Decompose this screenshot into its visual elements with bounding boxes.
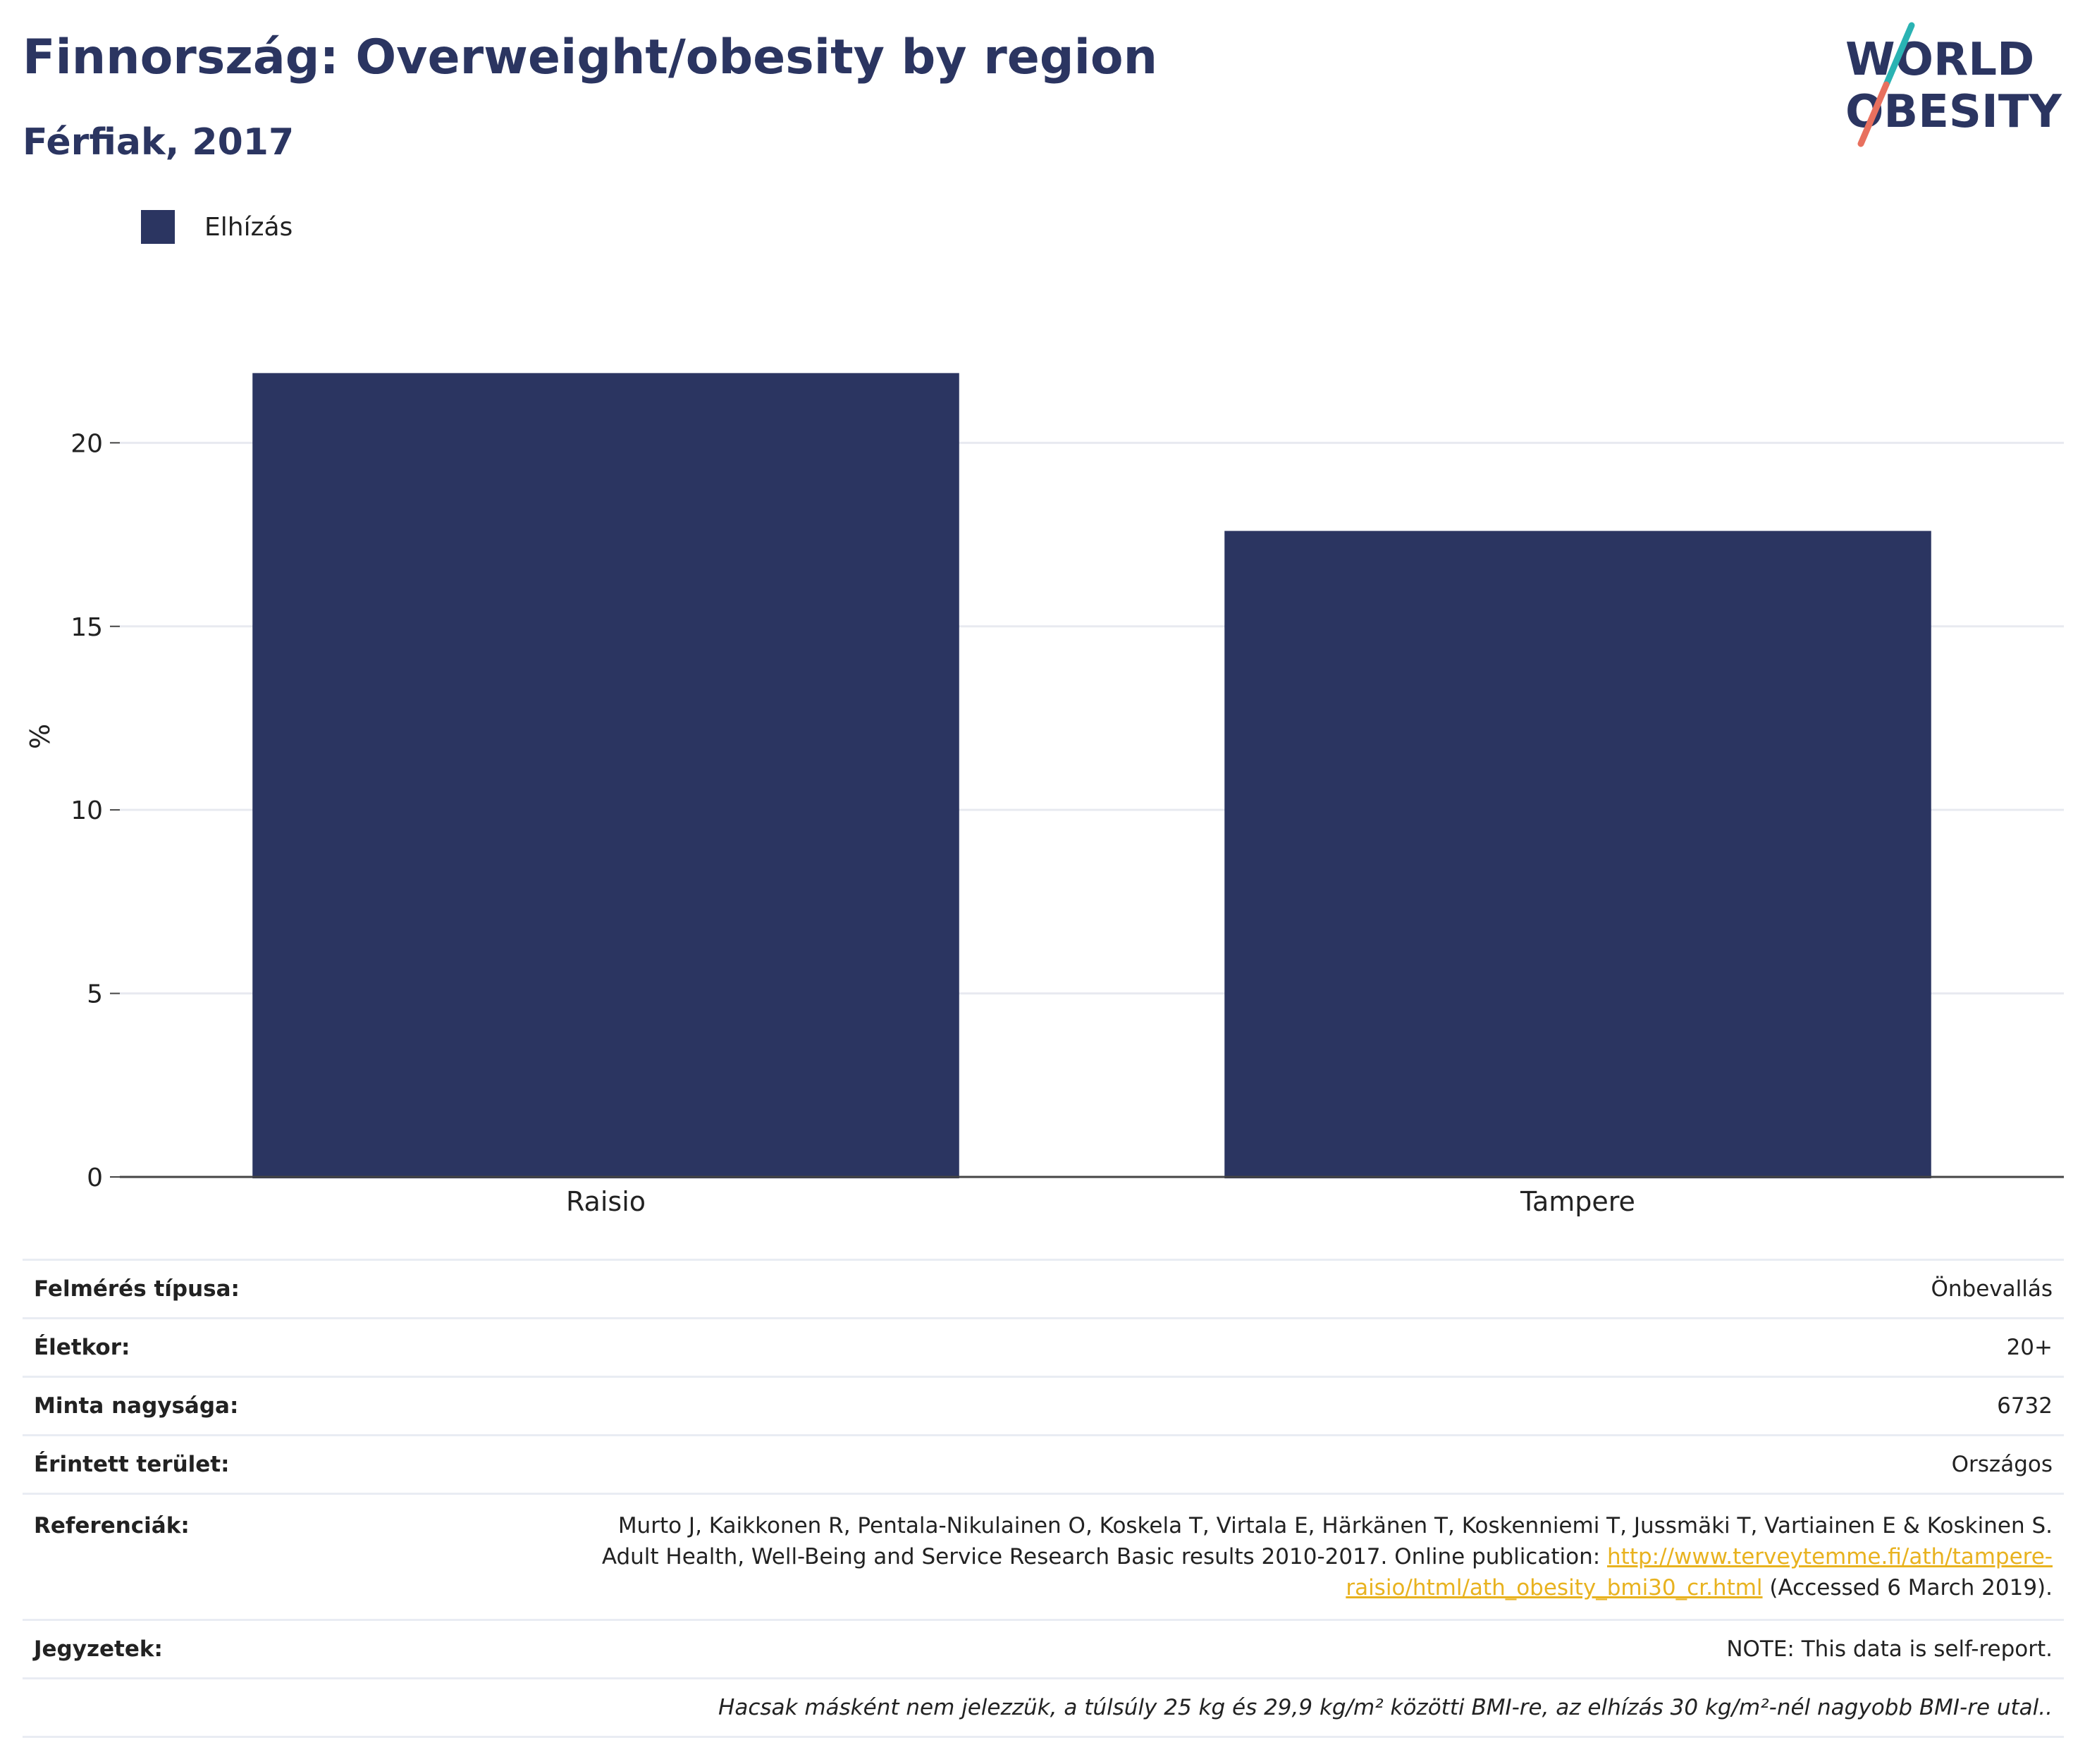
y-tick-label-20: 20 <box>70 429 103 458</box>
meta-row-age: Életkor: 20+ <box>23 1318 2064 1377</box>
chart-subtitle: Férfiak, 2017 <box>23 121 295 164</box>
bar-tampere <box>1224 531 1931 1178</box>
sample-size-label: Minta nagysága: <box>34 1393 239 1419</box>
sample-size-value: 6732 <box>1997 1393 2053 1419</box>
reference-line-1: Murto J, Kaikkonen R, Pentala-Nikulainen… <box>617 1513 2053 1538</box>
legend-swatch-elhizas <box>141 210 175 244</box>
meta-row-notes: Jegyzetek: NOTE: This data is self-repor… <box>23 1620 2064 1679</box>
reference-accessed: (Accessed 6 March 2019). <box>1762 1575 2053 1600</box>
reference-link-part2[interactable]: raisio/html/ath_obesity_bmi30_cr.html <box>1346 1575 1763 1600</box>
notes-value: NOTE: This data is self-report. <box>1726 1636 2053 1662</box>
x-tick-label-raisio: Raisio <box>566 1186 646 1217</box>
bar-chart: 0 5 10 15 20% Raisio Tampere <box>25 373 2064 1217</box>
x-tick-label-tampere: Tampere <box>1520 1186 1635 1217</box>
metadata-table: Felmérés típusa: Önbevallás Életkor: 20+… <box>23 1259 2064 1738</box>
chart-legend[interactable]: Elhízás <box>141 210 293 244</box>
area-label: Érintett terület: <box>34 1452 230 1477</box>
logo-slash-bottom <box>1857 81 1890 147</box>
references-value: Murto J, Kaikkonen R, Pentala-Nikulainen… <box>539 1494 2064 1620</box>
survey-type-label: Felmérés típusa: <box>34 1276 240 1302</box>
survey-type-value: Önbevallás <box>1931 1276 2053 1302</box>
logo-slash-top <box>1883 22 1915 88</box>
chart-title: Finnország: Overweight/obesity by region <box>23 30 1158 85</box>
reference-line-3: raisio/html/ath_obesity_bmi30_cr.html (A… <box>550 1572 2053 1603</box>
meta-row-area: Érintett terület: Országos <box>23 1435 2064 1494</box>
world-obesity-logo: WORLD OBESITY <box>1845 22 2062 147</box>
meta-row-survey-type: Felmérés típusa: Önbevallás <box>23 1259 2064 1319</box>
age-label: Életkor: <box>34 1335 130 1360</box>
meta-row-footnote: Hacsak másként nem jelezzük, a túlsúly 2… <box>23 1678 2064 1737</box>
bar-raisio <box>252 373 959 1178</box>
meta-row-sample: Minta nagysága: 6732 <box>23 1376 2064 1436</box>
references-label: Referenciák: <box>34 1513 190 1538</box>
reference-text: Adult Health, Well-Being and Service Res… <box>601 1544 1608 1569</box>
y-tick-label-10: 10 <box>70 796 103 825</box>
logo-line1: WORLD <box>1845 34 2034 86</box>
area-value: Országos <box>1951 1452 2053 1477</box>
y-tick-label-5: 5 <box>87 980 103 1009</box>
meta-row-references: Referenciák: Murto J, Kaikkonen R, Penta… <box>23 1493 2064 1620</box>
y-tick-label-0: 0 <box>87 1164 103 1192</box>
reference-line-2: Adult Health, Well-Being and Service Res… <box>550 1541 2053 1572</box>
notes-label: Jegyzetek: <box>34 1636 163 1662</box>
reference-link-part1[interactable]: http://www.terveytemme.fi/ath/tampere- <box>1607 1544 2053 1569</box>
age-value: 20+ <box>2006 1335 2053 1360</box>
legend-label-elhizas: Elhízás <box>204 212 293 242</box>
bmi-footnote: Hacsak másként nem jelezzük, a túlsúly 2… <box>718 1695 2053 1720</box>
y-axis-label: % <box>25 724 56 749</box>
y-tick-label-15: 15 <box>70 613 103 642</box>
